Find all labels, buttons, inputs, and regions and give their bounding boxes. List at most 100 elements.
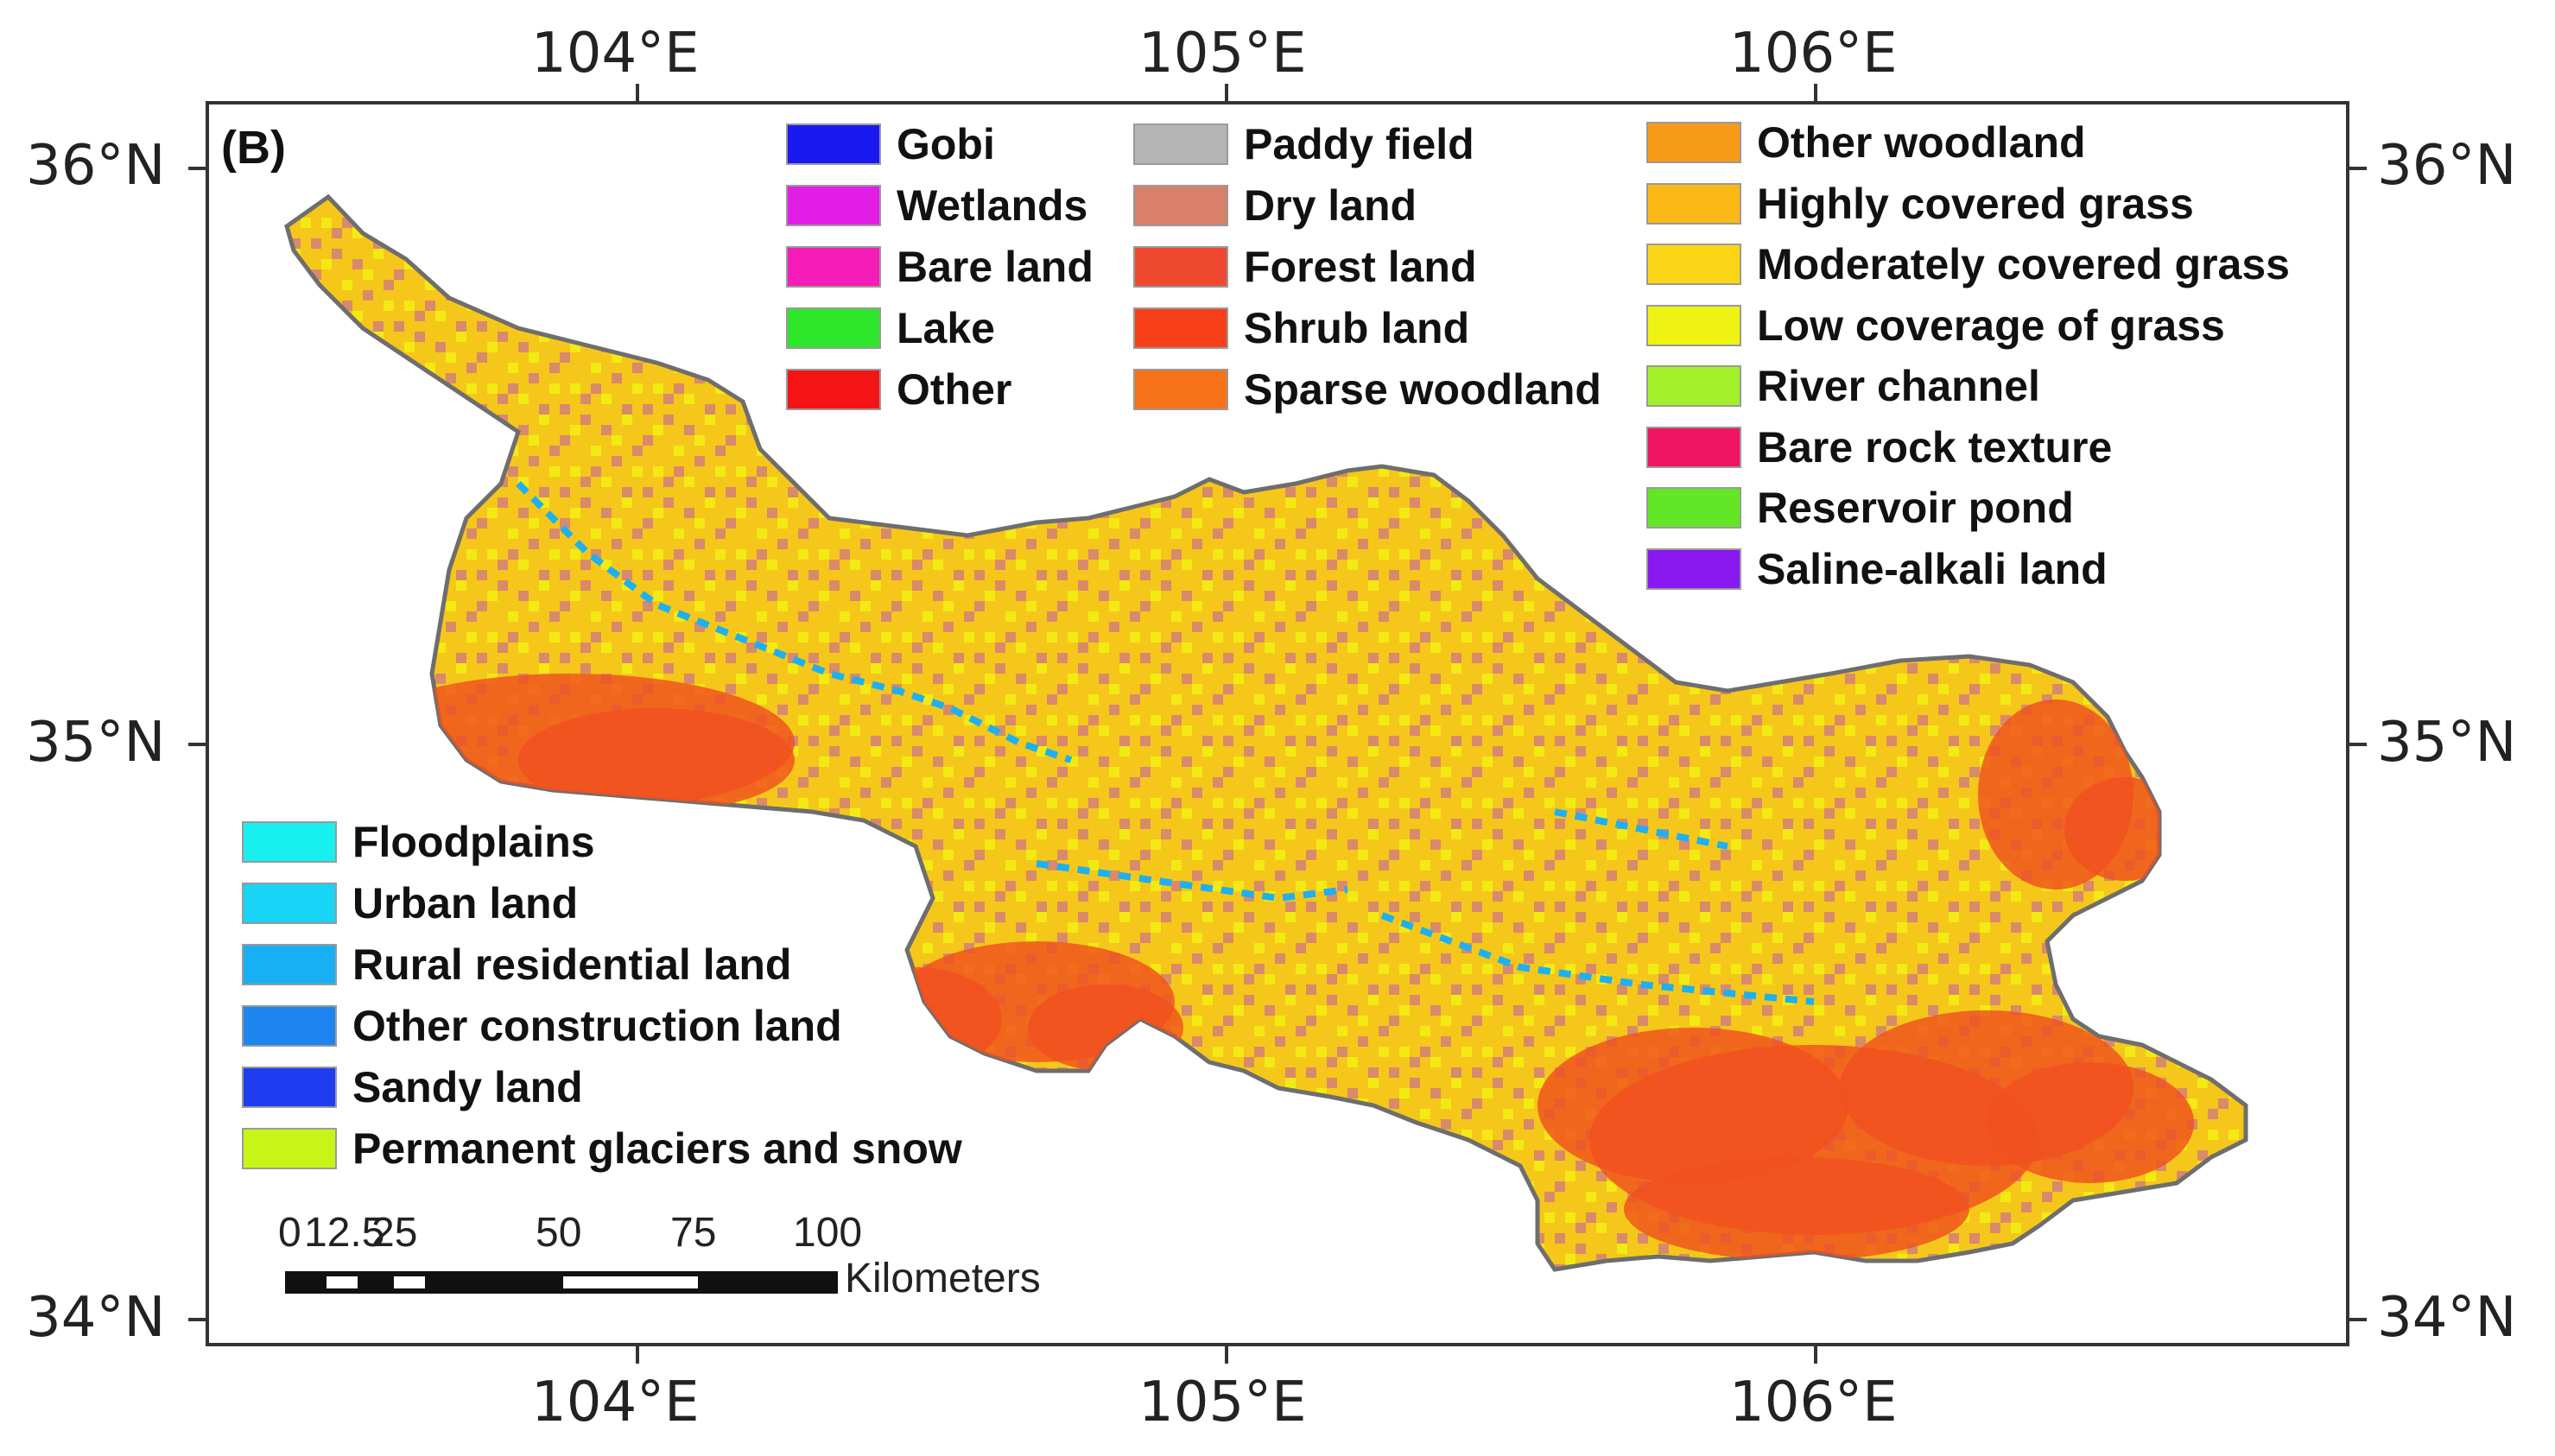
legend-swatch bbox=[1646, 122, 1741, 163]
legend-item: Paddy field bbox=[1133, 119, 1474, 169]
river-line bbox=[516, 481, 1073, 763]
forest-patch bbox=[1624, 1157, 1969, 1261]
legend-label: Other construction land bbox=[352, 1002, 842, 1050]
scale-tick-label: 12.5 bbox=[304, 1210, 385, 1256]
legend-item: Rural residential land bbox=[242, 940, 791, 990]
bottom-lon-label-2: 105°E bbox=[1138, 1371, 1307, 1434]
panel-label: (B) bbox=[221, 122, 286, 174]
legend-swatch bbox=[242, 821, 337, 863]
legend-item: Moderately covered grass bbox=[1646, 239, 2290, 289]
legend-swatch bbox=[1133, 307, 1228, 349]
forest-patch bbox=[518, 708, 795, 812]
axis-ticks bbox=[188, 84, 2367, 1364]
legend-swatch bbox=[1133, 185, 1228, 226]
legend-item: Saline-alkali land bbox=[1646, 544, 2108, 594]
right-lat-label-3: 34°N bbox=[2377, 1286, 2517, 1350]
scale-tick-label: 50 bbox=[536, 1210, 582, 1256]
legend-label: Gobi bbox=[897, 120, 995, 168]
legend-item: Urban land bbox=[242, 878, 578, 928]
legend-label: Low coverage of grass bbox=[1757, 301, 2225, 350]
legend-swatch bbox=[1133, 246, 1228, 288]
scale-tick-label: 0 bbox=[278, 1210, 301, 1256]
legend-label: Permanent glaciers and snow bbox=[352, 1124, 962, 1173]
legend-item: Lake bbox=[786, 303, 995, 353]
forest-patch bbox=[2064, 777, 2185, 881]
legend-label: Reservoir pond bbox=[1757, 484, 2074, 532]
river-line bbox=[1380, 912, 1815, 1005]
legend-label: Highly covered grass bbox=[1757, 179, 2194, 228]
scale-unit: Kilometers bbox=[845, 1256, 1041, 1301]
top-lon-label-3: 106°E bbox=[1729, 22, 1898, 85]
river-line bbox=[1554, 808, 1728, 850]
forest-patch bbox=[1987, 1062, 2194, 1183]
scale-bar bbox=[285, 1271, 838, 1294]
legend-item: Sandy land bbox=[242, 1062, 583, 1112]
legend-label: Floodplains bbox=[352, 818, 595, 866]
left-lat-label-1: 36°N bbox=[26, 134, 166, 198]
legend-label: Shrub land bbox=[1244, 304, 1470, 352]
legend-swatch bbox=[1646, 304, 1741, 346]
top-lon-label-1: 104°E bbox=[531, 22, 700, 85]
legend-swatch bbox=[1133, 369, 1228, 410]
legend-item: Permanent glaciers and snow bbox=[242, 1124, 962, 1174]
legend-label: Moderately covered grass bbox=[1757, 240, 2290, 288]
legend-item: Other construction land bbox=[242, 1001, 842, 1051]
legend-label: Saline-alkali land bbox=[1757, 544, 2108, 593]
legend-label: Wetlands bbox=[897, 181, 1088, 230]
scale-tick-label: 25 bbox=[371, 1210, 418, 1256]
legend-label: River channel bbox=[1757, 362, 2040, 410]
legend-swatch bbox=[242, 1067, 337, 1108]
legend-item: Other woodland bbox=[1646, 117, 2086, 168]
catchment-area bbox=[284, 193, 2248, 1272]
legend-swatch bbox=[1646, 487, 1741, 529]
legend-item: Gobi bbox=[786, 119, 995, 169]
legend-item: Floodplains bbox=[242, 817, 595, 867]
legend-item: Dry land bbox=[1133, 180, 1417, 231]
legend-item: Shrub land bbox=[1133, 303, 1469, 353]
legend-label: Sandy land bbox=[352, 1063, 583, 1111]
legend-item: Low coverage of grass bbox=[1646, 301, 2225, 351]
river-line bbox=[1036, 860, 1348, 902]
legend-item: River channel bbox=[1646, 361, 2040, 411]
legend-swatch bbox=[786, 185, 881, 226]
legend-swatch bbox=[242, 1005, 337, 1047]
legend-label: Urban land bbox=[352, 879, 579, 927]
legend-label: Other woodland bbox=[1757, 118, 2086, 167]
legend-item: Reservoir pond bbox=[1646, 483, 2074, 533]
legend-item: Other bbox=[786, 364, 1011, 415]
legend-swatch bbox=[242, 944, 337, 985]
legend-swatch bbox=[1646, 548, 1741, 590]
legend-swatch bbox=[786, 369, 881, 410]
legend-swatch bbox=[1646, 244, 1741, 285]
legend-label: Lake bbox=[897, 304, 995, 352]
legend-swatch bbox=[786, 246, 881, 288]
scale-tick-label: 75 bbox=[670, 1210, 717, 1256]
legend-swatch bbox=[242, 1128, 337, 1169]
forest-patch bbox=[1028, 984, 1183, 1071]
legend-swatch bbox=[1646, 426, 1741, 468]
legend-label: Sparse woodland bbox=[1244, 365, 1601, 414]
bottom-lon-label-3: 106°E bbox=[1729, 1371, 1898, 1434]
right-lat-label-2: 35°N bbox=[2377, 711, 2517, 775]
legend-label: Paddy field bbox=[1244, 120, 1474, 168]
scale-tick-label: 100 bbox=[793, 1210, 863, 1256]
left-lat-label-3: 34°N bbox=[26, 1286, 166, 1350]
legend-swatch bbox=[786, 123, 881, 165]
river-channels bbox=[516, 481, 1815, 1005]
left-lat-label-2: 35°N bbox=[26, 711, 166, 775]
legend-swatch bbox=[1133, 123, 1228, 165]
legend-label: Bare land bbox=[897, 243, 1094, 291]
legend-item: Highly covered grass bbox=[1646, 179, 2194, 229]
legend-label: Other bbox=[897, 365, 1012, 414]
top-lon-label-2: 105°E bbox=[1138, 22, 1307, 85]
legend-item: Bare rock texture bbox=[1646, 422, 2112, 472]
bottom-lon-label-1: 104°E bbox=[531, 1371, 700, 1434]
legend-item: Sparse woodland bbox=[1133, 364, 1601, 415]
legend-item: Wetlands bbox=[786, 180, 1087, 231]
legend-item: Bare land bbox=[786, 242, 1094, 292]
legend-label: Rural residential land bbox=[352, 940, 792, 989]
legend-label: Forest land bbox=[1244, 243, 1477, 291]
legend-swatch bbox=[786, 307, 881, 349]
